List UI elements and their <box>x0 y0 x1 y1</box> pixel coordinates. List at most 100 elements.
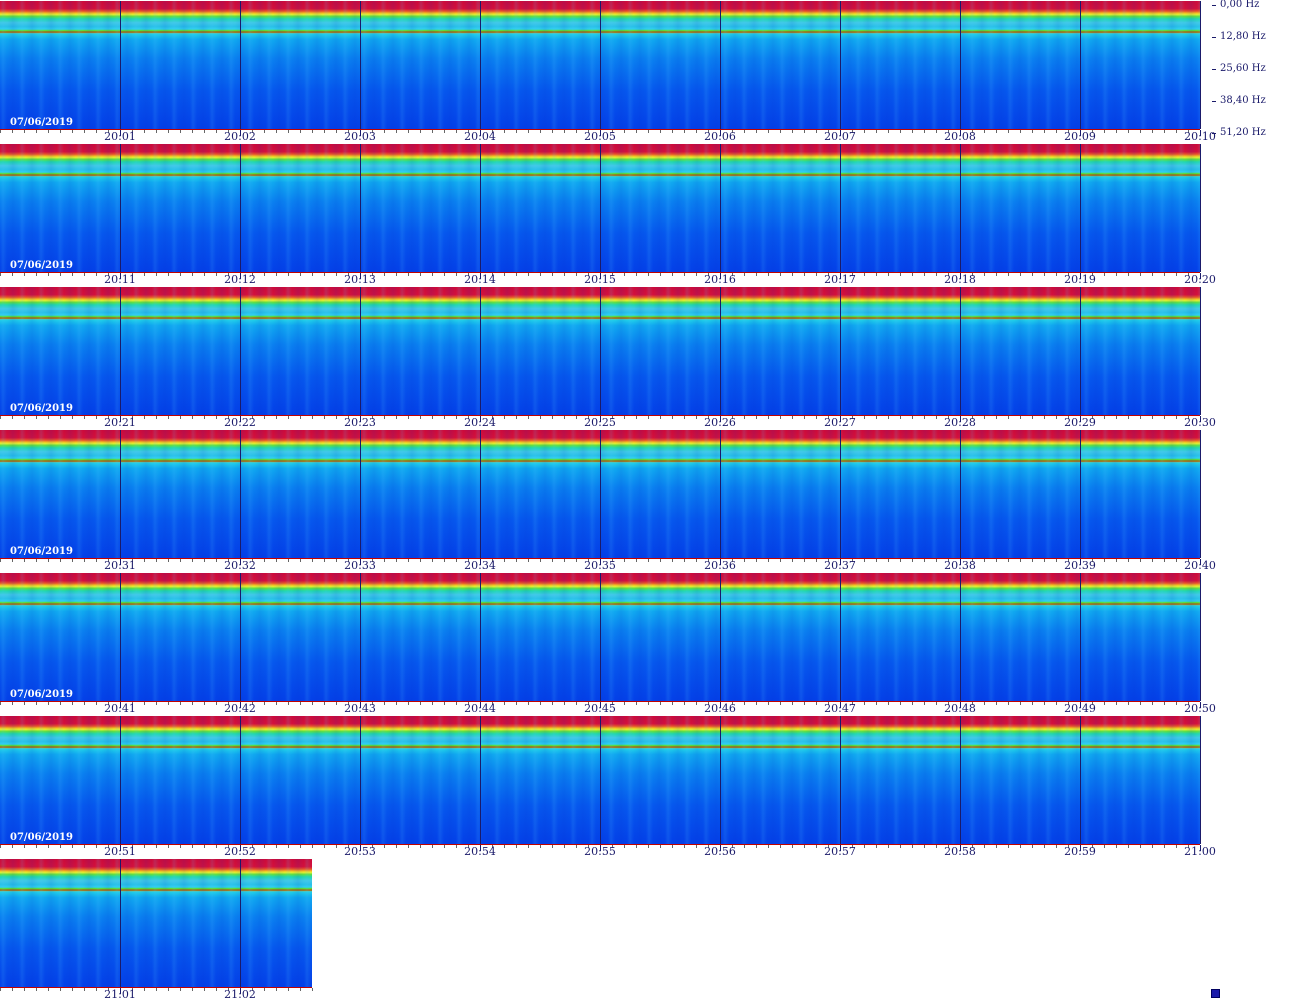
minor-tick <box>540 130 541 133</box>
major-tick <box>360 845 361 851</box>
minor-tick <box>24 416 25 419</box>
minor-tick <box>828 273 829 276</box>
minor-tick <box>684 273 685 276</box>
minor-tick <box>528 416 529 419</box>
minor-tick <box>1032 845 1033 848</box>
minor-tick <box>816 130 817 133</box>
minute-separator <box>1200 287 1201 415</box>
minor-tick <box>1128 130 1129 133</box>
minor-tick <box>1020 559 1021 562</box>
minor-tick <box>204 988 205 991</box>
minor-tick <box>636 559 637 562</box>
minute-separator <box>360 287 361 415</box>
minor-tick <box>1044 416 1045 419</box>
minor-tick <box>312 845 313 848</box>
minor-tick <box>84 702 85 705</box>
minute-separator <box>720 144 721 272</box>
minor-tick <box>132 702 133 705</box>
minor-tick <box>672 559 673 562</box>
minor-tick <box>924 559 925 562</box>
minor-tick <box>372 559 373 562</box>
minor-tick <box>1128 416 1129 419</box>
minor-tick <box>684 559 685 562</box>
minor-tick <box>444 702 445 705</box>
y-axis-tick <box>1212 133 1216 134</box>
major-tick <box>480 416 481 422</box>
minor-tick <box>48 845 49 848</box>
major-tick <box>960 845 961 851</box>
minor-tick <box>912 273 913 276</box>
major-tick <box>1080 130 1081 136</box>
major-tick <box>720 845 721 851</box>
minor-tick <box>576 273 577 276</box>
minute-separator <box>840 430 841 558</box>
minor-tick <box>36 416 37 419</box>
minor-tick <box>912 416 913 419</box>
time-label: 20:58 <box>944 845 976 858</box>
major-tick <box>480 845 481 851</box>
minute-separator <box>960 287 961 415</box>
minor-tick <box>1164 702 1165 705</box>
minor-tick <box>516 273 517 276</box>
minute-separator <box>720 716 721 844</box>
minor-tick <box>564 559 565 562</box>
minor-tick <box>1188 273 1189 276</box>
minor-tick <box>108 845 109 848</box>
minor-tick <box>1128 273 1129 276</box>
minor-tick <box>852 273 853 276</box>
minor-tick <box>684 702 685 705</box>
minor-tick <box>180 273 181 276</box>
minor-tick <box>192 416 193 419</box>
time-label: 20:33 <box>344 559 376 572</box>
minor-tick <box>384 702 385 705</box>
minor-tick <box>888 845 889 848</box>
y-axis-label: 12,80 Hz <box>1220 31 1266 42</box>
minor-tick <box>936 416 937 419</box>
minor-tick <box>276 702 277 705</box>
minor-tick <box>1140 845 1141 848</box>
minor-tick <box>216 559 217 562</box>
minor-tick <box>384 559 385 562</box>
minor-tick <box>168 130 169 133</box>
major-tick <box>1200 416 1201 422</box>
major-tick <box>240 273 241 279</box>
minute-separator <box>480 144 481 272</box>
minute-separator <box>240 573 241 701</box>
minute-separator <box>1080 430 1081 558</box>
major-tick <box>1080 702 1081 708</box>
minor-tick <box>408 416 409 419</box>
time-label: 20:30 <box>1184 416 1216 429</box>
y-axis-tick <box>1212 5 1216 6</box>
major-tick <box>1080 559 1081 565</box>
time-label: 20:08 <box>944 130 976 143</box>
minor-tick <box>948 416 949 419</box>
minor-tick <box>156 988 157 991</box>
minor-tick <box>684 130 685 133</box>
minor-tick <box>540 702 541 705</box>
minor-tick <box>300 988 301 991</box>
minor-tick <box>1044 845 1045 848</box>
minor-tick <box>1152 845 1153 848</box>
minor-tick <box>564 273 565 276</box>
time-label: 20:59 <box>1064 845 1096 858</box>
minor-tick <box>660 130 661 133</box>
minor-tick <box>828 416 829 419</box>
major-tick <box>720 273 721 279</box>
minor-tick <box>1116 845 1117 848</box>
minor-tick <box>876 845 877 848</box>
minor-tick <box>228 845 229 848</box>
spectrogram-row: 20:01 20:02 20:03 20:04 20:05 20:06 20:07 20:08… <box>0 1 1216 145</box>
minute-separator <box>960 573 961 701</box>
minor-tick <box>264 416 265 419</box>
minor-tick <box>624 702 625 705</box>
minor-tick <box>84 273 85 276</box>
minor-tick <box>996 702 997 705</box>
minute-separator <box>360 430 361 558</box>
time-label: 20:41 <box>104 702 136 715</box>
time-label: 20:25 <box>584 416 616 429</box>
minor-tick <box>804 845 805 848</box>
minor-tick <box>216 416 217 419</box>
minor-tick <box>0 702 1 705</box>
minor-tick <box>1068 559 1069 562</box>
minor-tick <box>804 130 805 133</box>
